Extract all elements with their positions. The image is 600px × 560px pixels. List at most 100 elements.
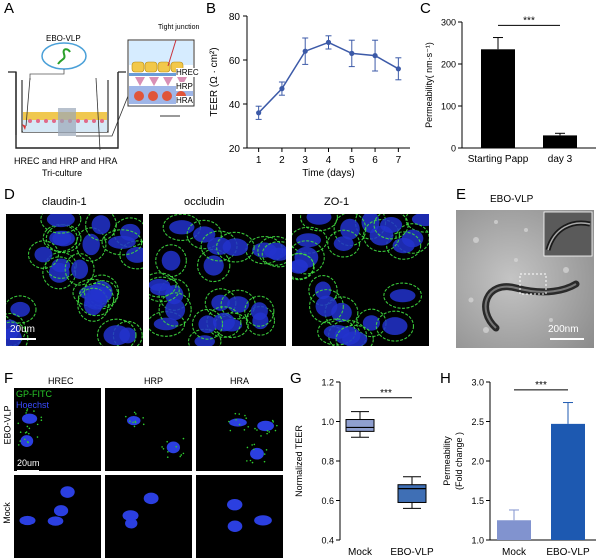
- nucleus: [21, 413, 38, 424]
- y-tick-label: 0.8: [321, 457, 334, 467]
- y-tick-label: 2.0: [471, 457, 484, 467]
- junction-outline: [335, 324, 374, 346]
- y-tick-label: 2.5: [471, 417, 484, 427]
- y-tick-label: 0.4: [321, 536, 334, 546]
- gp-fitc-dot: [24, 431, 27, 434]
- gp-fitc-dot: [247, 425, 250, 428]
- nucleus: [389, 289, 416, 303]
- em-micrograph: 200nm: [456, 210, 594, 348]
- nucleus: [6, 328, 22, 346]
- junction-outline: [373, 214, 409, 240]
- f-hrp-mock: [105, 475, 192, 558]
- nucleus: [169, 220, 195, 235]
- nucleus: [122, 510, 139, 521]
- permeability-bar-chart: 0 100 200 300 Permeability( nm·s⁻¹) Starting …: [424, 15, 596, 165]
- gp-fitc-dot: [249, 459, 252, 462]
- nucleus: [227, 498, 243, 511]
- gp-fitc-dot: [276, 424, 278, 427]
- scale-label-d: 20um: [10, 324, 36, 335]
- gp-fitc-dot: [27, 441, 29, 444]
- nucleus: [212, 312, 235, 332]
- y-axis-label: TEER (Ω · cm²): [209, 47, 220, 116]
- col-label-hrp: HRP: [144, 376, 164, 386]
- legend-hoechst: Hoechst: [16, 400, 50, 410]
- nucleus: [254, 515, 272, 526]
- nucleus: [333, 236, 354, 251]
- bar: [551, 423, 585, 540]
- junction-outline: [83, 274, 120, 310]
- stain-label-claudin: claudin-1: [42, 196, 87, 208]
- x-tick-label: 5: [349, 155, 355, 166]
- nucleus: [198, 315, 217, 334]
- data-point: [349, 50, 355, 57]
- nucleus: [19, 515, 36, 526]
- nucleus: [47, 516, 64, 526]
- teer-line-chart: 20 40 60 80 1 2 3 4 5 6 7 Time (days) TEER (Ω · cm²): [209, 12, 410, 179]
- data-point: [325, 39, 332, 46]
- junction-outline: [155, 244, 187, 278]
- panel-letter-a: A: [4, 0, 15, 17]
- scale-bar-f: [17, 470, 39, 472]
- nucleus: [71, 259, 89, 280]
- box: [397, 484, 427, 503]
- data-point: [279, 86, 285, 92]
- junction-outline: [261, 241, 286, 268]
- gp-fitc-dot: [246, 446, 249, 449]
- gp-fitc-dot: [36, 436, 39, 438]
- bar: [497, 520, 531, 540]
- gp-fitc-dot: [142, 417, 144, 419]
- micrograph-occludin: [149, 214, 286, 346]
- nucleus: [257, 420, 274, 432]
- gp-fitc-dot: [33, 410, 35, 412]
- junction-outline: [327, 229, 361, 258]
- x-tick-label: 1: [256, 155, 262, 166]
- gp-fitc-dot: [271, 419, 274, 422]
- category-label: Starting Papp: [468, 154, 529, 165]
- nucleus: [315, 295, 338, 317]
- gp-fitc-dot: [40, 416, 43, 419]
- gp-fitc-dot: [266, 430, 269, 432]
- y-axis-label-2: (Fold change ): [454, 432, 464, 490]
- nucleus: [52, 230, 75, 247]
- junction-outline: [386, 231, 422, 260]
- f-hra-mock: [196, 475, 283, 558]
- stain-label-zo1: ZO-1: [324, 196, 350, 208]
- legend-gp-fitc: GP-FITC: [16, 389, 52, 399]
- gp-fitc-dot: [265, 449, 268, 451]
- transwell-schematic: EBO-VLP Tight junction HREC HRP HRA HREC…: [0, 0, 200, 185]
- panel-letter-g: G: [290, 370, 302, 387]
- junction-outline: [395, 223, 429, 254]
- gp-fitc-dot: [133, 411, 136, 414]
- nucleus: [46, 214, 75, 228]
- gp-fitc-dot: [244, 414, 246, 417]
- gp-fitc-dot: [252, 448, 255, 451]
- gp-fitc-dot: [17, 444, 20, 446]
- nucleus: [203, 255, 224, 276]
- micrograph-claudin-1: [6, 214, 143, 346]
- gp-fitc-dot: [260, 435, 262, 437]
- nucleus: [103, 325, 131, 346]
- gp-fitc-dot: [254, 427, 256, 430]
- y-axis-label: Permeability( nm·s⁻¹): [424, 42, 434, 128]
- junction-outline: [64, 253, 95, 286]
- nucleus: [143, 492, 159, 505]
- scale-bar-d: [10, 338, 36, 340]
- gp-fitc-dot: [19, 431, 22, 433]
- gp-fitc-dot: [133, 425, 136, 428]
- gp-fitc-dot: [256, 429, 258, 431]
- nucleus: [153, 317, 179, 331]
- gp-fitc-dot: [132, 421, 134, 424]
- gp-fitc-dot: [228, 420, 230, 423]
- gp-fitc-dot: [251, 444, 253, 446]
- nucleus: [211, 294, 230, 311]
- junction-outline: [299, 214, 338, 232]
- y-tick-label: 0: [451, 144, 456, 154]
- gp-fitc-dot: [234, 412, 237, 415]
- y-tick-label: 80: [229, 12, 241, 23]
- nucleus: [82, 233, 100, 256]
- x-axis-label: Time (days): [302, 168, 354, 179]
- scale-label-f: 20um: [17, 458, 40, 468]
- gp-fitc-dot: [263, 460, 266, 463]
- gp-fitc-dot: [274, 429, 277, 432]
- tight-junction-label: Tight junction: [158, 24, 200, 31]
